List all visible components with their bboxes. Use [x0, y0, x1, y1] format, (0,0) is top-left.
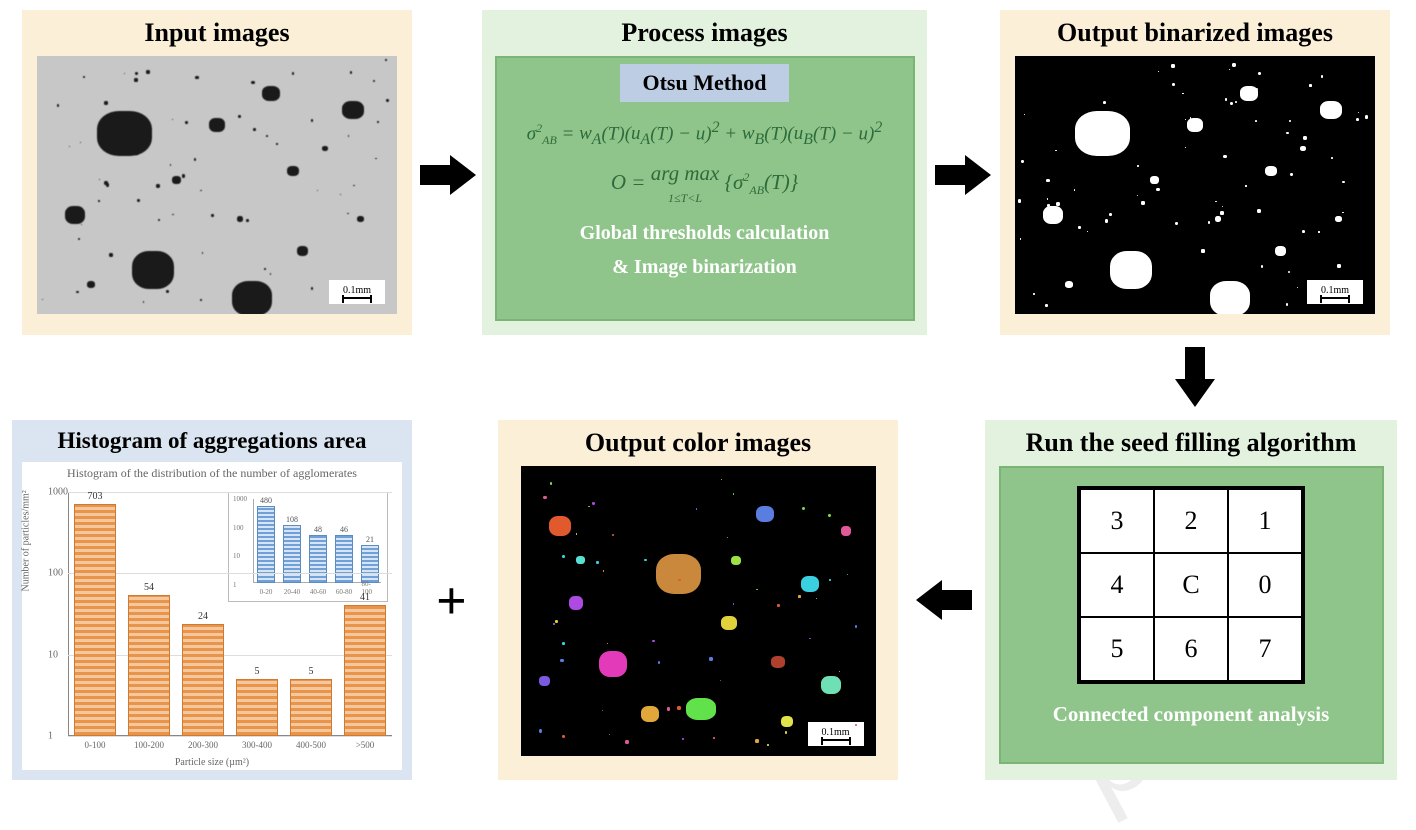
arrow-process-to-binarized: [935, 155, 991, 195]
scalebar-label: 0.1mm: [821, 727, 849, 738]
scalebar: 0.1mm: [329, 280, 385, 304]
histogram-chart: Histogram of the distribution of the num…: [22, 462, 402, 770]
color-micrograph: 0.1mm: [521, 466, 876, 756]
panel-seed-filling: Run the seed filling algorithm 321 4C0 567…: [985, 420, 1397, 780]
seed-cell: 2: [1154, 489, 1228, 553]
seed-cell: 3: [1080, 489, 1154, 553]
input-micrograph: 0.1mm: [37, 56, 397, 314]
panel-hist-title: Histogram of aggregations area: [58, 428, 367, 454]
otsu-formula: σ2AB = wA(T)(uA(T) − u)2 + wB(T)(uB(T) −…: [527, 116, 883, 206]
seed-cell: 5: [1080, 617, 1154, 681]
arrow-input-to-process: [420, 155, 476, 195]
scalebar: 0.1mm: [1307, 280, 1363, 304]
panel-process: Process images Otsu Method σ2AB = wA(T)(…: [482, 10, 927, 335]
arrow-binarized-to-seed: [1175, 347, 1215, 407]
hist-xlabel: Particle size (µm²): [22, 757, 402, 768]
panel-input: Input images 0.1mm: [22, 10, 412, 335]
plus-icon: +: [436, 570, 467, 632]
panel-color-title: Output color images: [585, 428, 811, 458]
panel-output-binarized: Output binarized images 0.1mm: [1000, 10, 1390, 335]
panel-output-color: Output color images 0.1mm: [498, 420, 898, 780]
process-caption: Global thresholds calculation & Image bi…: [580, 216, 830, 284]
seed-cell: 4: [1080, 553, 1154, 617]
seed-cell: 1: [1228, 489, 1302, 553]
hist-inset: 11010010004800-2010820-404840-604660-802…: [228, 492, 388, 602]
panel-process-title: Process images: [621, 18, 787, 48]
hist-chart-title: Histogram of the distribution of the num…: [22, 466, 402, 481]
seed-inner: 321 4C0 567 Connected component analysis: [999, 466, 1384, 764]
seed-caption: Connected component analysis: [1053, 702, 1330, 727]
panel-output-bin-title: Output binarized images: [1057, 18, 1333, 48]
panel-input-title: Input images: [144, 18, 289, 48]
otsu-badge: Otsu Method: [620, 64, 788, 102]
seed-cell: 6: [1154, 617, 1228, 681]
seed-grid: 321 4C0 567: [1077, 486, 1305, 684]
scalebar-label: 0.1mm: [343, 285, 371, 296]
seed-cell: C: [1154, 553, 1228, 617]
scalebar-label: 0.1mm: [1321, 285, 1349, 296]
seed-cell: 7: [1228, 617, 1302, 681]
seed-cell: 0: [1228, 553, 1302, 617]
hist-ylabel: Number of particles/mm²: [21, 490, 32, 591]
panel-seed-title: Run the seed filling algorithm: [1026, 428, 1357, 458]
binarized-micrograph: 0.1mm: [1015, 56, 1375, 314]
arrow-seed-to-color: [916, 580, 972, 620]
panel-histogram: Histogram of aggregations area Histogram…: [12, 420, 412, 780]
process-inner: Otsu Method σ2AB = wA(T)(uA(T) − u)2 + w…: [495, 56, 915, 321]
